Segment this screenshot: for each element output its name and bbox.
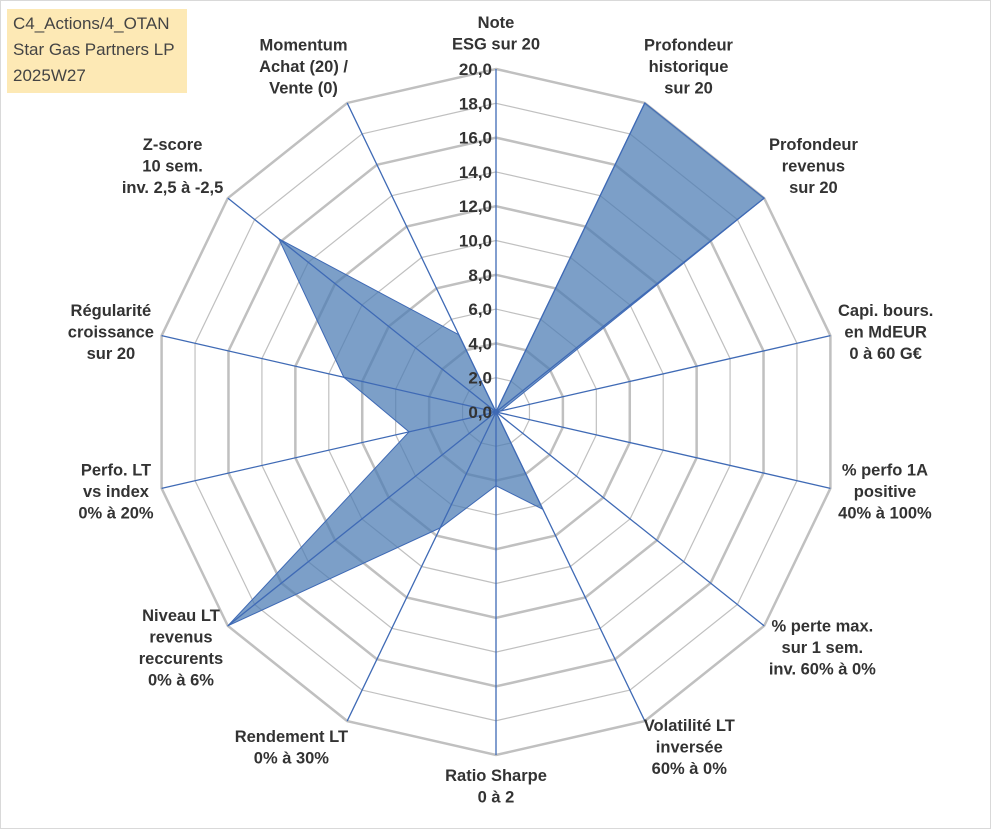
axis-label: Régularité croissance sur 20 (68, 302, 154, 363)
axis-spoke (161, 411, 497, 489)
tick-label: 18,0 (459, 94, 492, 113)
axis-label: Momentum Achat (20) / Vente (0) (259, 36, 348, 97)
title-line-1: C4_Actions/4_OTAN (13, 14, 170, 33)
tick-label: 10,0 (459, 232, 492, 251)
axis-spoke (495, 197, 765, 413)
axis-spoke (346, 411, 497, 722)
tick-label: 0,0 (468, 403, 492, 422)
axis-spoke (161, 335, 497, 413)
tick-label: 8,0 (468, 266, 492, 285)
axis-spoke (495, 411, 765, 627)
axis-label: % perte max. sur 1 sem. inv. 60% à 0% (769, 618, 876, 679)
tick-label: 6,0 (468, 300, 492, 319)
axis-label: Ratio Sharpe 0 à 2 (445, 767, 547, 807)
axis-label: Profondeur historique sur 20 (644, 36, 733, 97)
axis-label: Volatilité LT inversée 60% à 0% (644, 717, 735, 778)
axis-label: Z-score 10 sem. inv. 2,5 à -2,5 (122, 136, 224, 197)
axis-label: Perfo. LT vs index 0% à 20% (78, 462, 154, 523)
axis-spoke (227, 411, 497, 627)
axis-label: Niveau LT revenus reccurents 0% à 6% (139, 607, 223, 690)
tick-label: 20,0 (459, 60, 492, 79)
title-box: C4_Actions/4_OTAN Star Gas Partners LP 2… (7, 9, 187, 93)
axis-spoke (346, 102, 497, 413)
axis-label: Capi. bours. en MdEUR 0 à 60 G€ (838, 302, 933, 363)
title-line-2: Star Gas Partners LP (13, 40, 175, 59)
axis-spoke (227, 197, 497, 413)
tick-label: 12,0 (459, 197, 492, 216)
axis-spoke (495, 335, 831, 413)
axis-label: % perfo 1A positive 40% à 100% (838, 462, 932, 523)
axis-label: Note ESG sur 20 (452, 14, 540, 54)
axis-spoke (495, 102, 646, 413)
tick-label: 4,0 (468, 334, 492, 353)
axis-spoke (495, 411, 831, 489)
tick-label: 14,0 (459, 163, 492, 182)
axis-label: Profondeur revenus sur 20 (769, 136, 858, 197)
title-line-3: 2025W27 (13, 66, 86, 85)
axis-spoke (495, 411, 646, 722)
tick-label: 2,0 (468, 369, 492, 388)
tick-label: 16,0 (459, 129, 492, 148)
axis-label: Rendement LT 0% à 30% (235, 728, 348, 768)
